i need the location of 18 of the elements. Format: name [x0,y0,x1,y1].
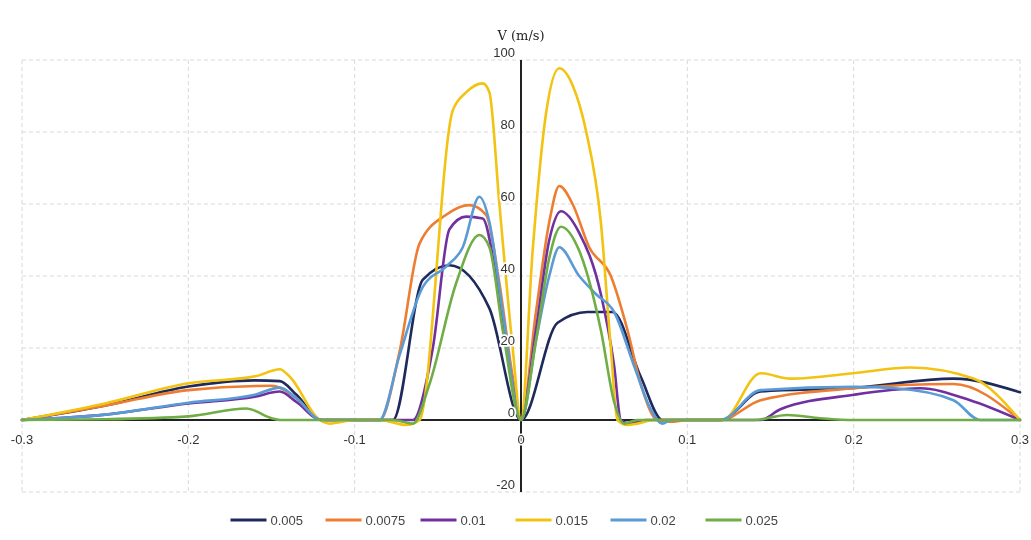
y-tick-label: 0 [507,405,515,420]
legend-label: 0.02 [650,513,676,528]
x-tick-label: -0.3 [10,432,34,447]
legend-label: 0.005 [270,513,304,528]
legend-label: 0.0075 [365,513,406,528]
x-tick-label: -0.2 [177,432,200,447]
x-tick-label: -0.1 [343,432,366,447]
legend-label: 0.015 [555,513,589,528]
legend-label: 0.01 [460,513,486,528]
y-tick-label: 100 [493,45,515,60]
x-tick-label: 0.1 [678,432,697,447]
legend-label: 0.025 [745,513,779,528]
x-tick-label: 0.2 [844,432,863,447]
y-tick-label: 80 [500,117,515,132]
y-axis-title: V (m/s) [496,28,545,43]
x-tick-label: 0.3 [1010,432,1030,447]
y-tick-label: -20 [496,477,515,492]
y-tick-label: 60 [500,189,515,204]
